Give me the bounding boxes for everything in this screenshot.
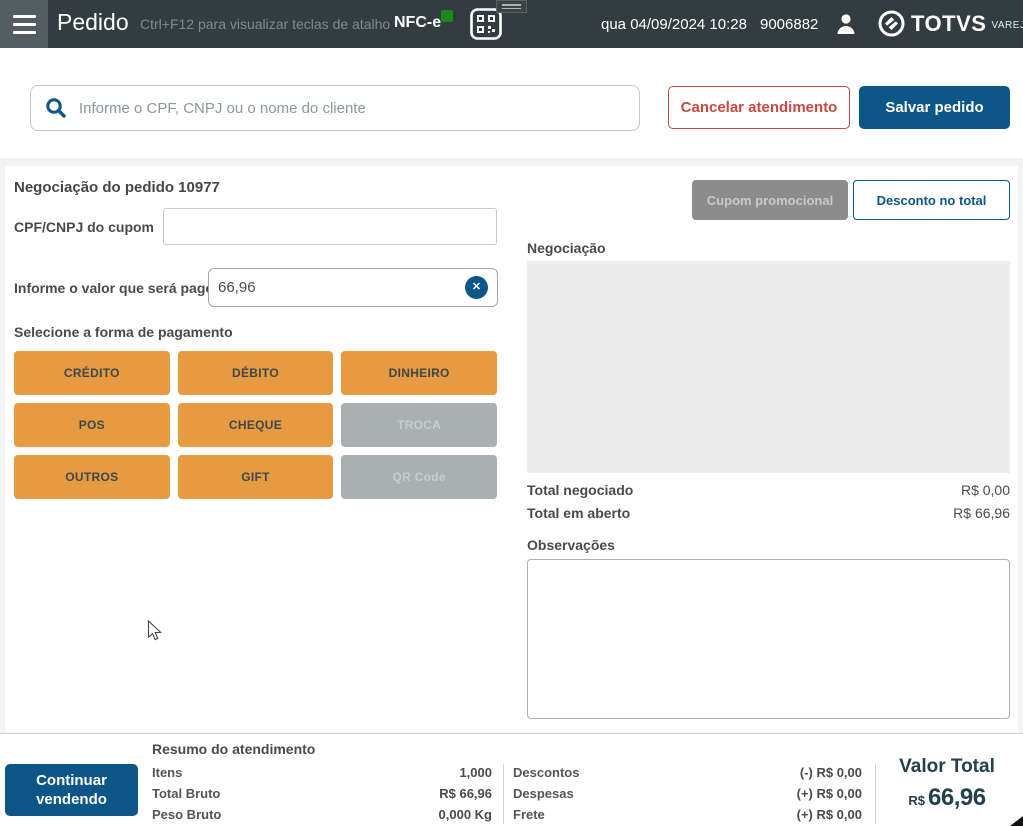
total-open-label: Total em aberto — [527, 505, 631, 521]
negotiation-title: Negociação do pedido 10977 — [14, 179, 220, 196]
amount-field[interactable]: ✕ — [208, 268, 498, 307]
nfce-status-dot-icon — [441, 10, 453, 22]
summary-row-peso-bruto: Peso Bruto 0,000 Kg — [152, 806, 492, 822]
summary-divider — [503, 764, 504, 824]
payment-troca-button: TROCA — [341, 403, 497, 447]
payment-pos-button[interactable]: POS — [14, 403, 170, 447]
total-open-row: Total em aberto R$ 66,96 — [527, 504, 1010, 522]
payment-credito-button[interactable]: CRÉDITO — [14, 351, 170, 395]
promo-coupon-button: Cupom promocional — [692, 180, 848, 220]
payment-gift-button[interactable]: GIFT — [177, 455, 334, 499]
totvs-logo: TOTVS VAREJO — [878, 10, 1023, 37]
continue-selling-button[interactable]: Continuar vendendo — [5, 764, 138, 816]
summary-row-itens: Itens 1,000 — [152, 764, 492, 780]
search-icon — [46, 98, 66, 118]
total-open-value: R$ 66,96 — [953, 505, 1010, 521]
summary-row-despesas: Despesas (+) R$ 0,00 — [513, 785, 862, 801]
total-negotiated-value: R$ 0,00 — [960, 482, 1010, 498]
grand-total-currency: R$ — [908, 793, 926, 808]
total-negotiated-row: Total negociado R$ 0,00 — [527, 481, 1010, 499]
summary-title: Resumo do atendimento — [152, 741, 316, 757]
nfce-label: NFC-e — [394, 14, 442, 31]
grand-total-amount: R$ 66,96 — [881, 784, 1013, 812]
observations-label: Observações — [527, 537, 615, 553]
observations-textarea[interactable] — [527, 559, 1010, 719]
cancel-service-button[interactable]: Cancelar atendimento — [668, 86, 850, 129]
brand-name: TOTVS — [911, 10, 987, 36]
cpf-coupon-input[interactable] — [163, 208, 497, 245]
user-icon[interactable] — [836, 13, 856, 35]
grand-total-block: Valor Total R$ 66,96 — [881, 756, 1013, 812]
hamburger-icon — [12, 14, 36, 18]
summary-row-total-bruto: Total Bruto R$ 66,96 — [152, 785, 492, 801]
shortcut-hint: Ctrl+F12 para visualizar teclas de atalh… — [140, 16, 391, 32]
payment-dinheiro-button[interactable]: DINHEIRO — [341, 351, 497, 395]
totvs-ring-icon — [878, 10, 905, 37]
summary-footer: Continuar vendendo Resumo do atendimento… — [0, 733, 1023, 826]
amount-input[interactable] — [218, 279, 465, 296]
save-order-button[interactable]: Salvar pedido — [859, 86, 1010, 129]
summary-row-frete: Frete (+) R$ 0,00 — [513, 806, 862, 822]
nfce-status[interactable]: NFC-e — [394, 10, 453, 32]
page-title: Pedido — [57, 9, 129, 35]
payment-qrcode-button: QR Code — [341, 455, 497, 499]
payment-cheque-button[interactable]: CHEQUE — [177, 403, 334, 447]
header-datetime: qua 04/09/2024 10:28 — [601, 16, 747, 33]
total-negotiated-label: Total negociado — [527, 482, 634, 498]
amount-label: Informe o valor que será pago — [14, 280, 214, 296]
qr-code-icon[interactable] — [470, 8, 502, 40]
payment-debito-button[interactable]: DÉBITO — [177, 351, 334, 395]
payment-method-grid: CRÉDITO DÉBITO DINHEIRO POS CHEQUE TROCA… — [14, 351, 497, 499]
grand-total-value: 66,96 — [928, 784, 986, 811]
summary-divider — [875, 764, 876, 824]
payment-method-label: Selecione a forma de pagamento — [14, 324, 233, 340]
total-discount-button[interactable]: Desconto no total — [853, 180, 1010, 220]
negotiation-list-area — [527, 261, 1010, 473]
customer-search-box[interactable] — [30, 85, 640, 131]
menu-button[interactable] — [0, 0, 48, 48]
negotiation-list-label: Negociação — [527, 240, 606, 256]
terminal-number: 9006882 — [760, 16, 819, 33]
customer-search-input[interactable] — [79, 99, 639, 117]
order-negotiation-panel: Negociação do pedido 10977 CPF/CNPJ do c… — [5, 166, 1018, 732]
payment-outros-button[interactable]: OUTROS — [14, 455, 170, 499]
grand-total-label: Valor Total — [899, 756, 995, 777]
customer-search-section: Cancelar atendimento Salvar pedido — [0, 48, 1023, 158]
summary-row-descontos: Descontos (-) R$ 0,00 — [513, 764, 862, 780]
clear-amount-icon[interactable]: ✕ — [465, 276, 488, 299]
brand-suffix: VAREJO — [991, 20, 1023, 31]
cpf-coupon-label: CPF/CNPJ do cupom — [14, 219, 155, 235]
window-handle — [496, 0, 527, 13]
